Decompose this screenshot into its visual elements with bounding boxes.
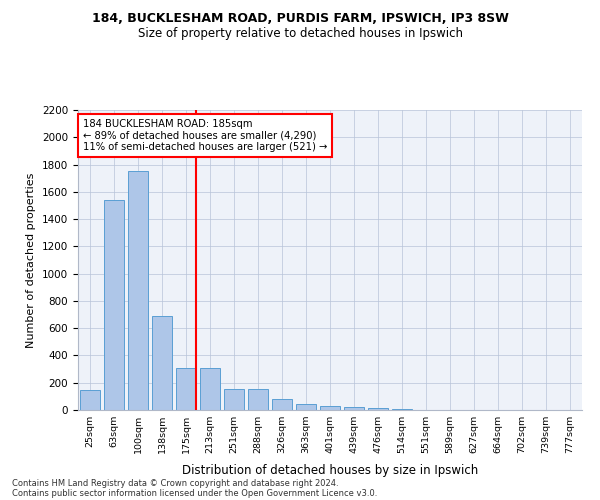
Bar [368, 408, 388, 410]
Bar [80, 390, 100, 410]
Text: Contains HM Land Registry data © Crown copyright and database right 2024.: Contains HM Land Registry data © Crown c… [12, 478, 338, 488]
Text: Size of property relative to detached houses in Ipswich: Size of property relative to detached ho… [137, 28, 463, 40]
Bar [176, 368, 196, 410]
Bar [248, 389, 268, 410]
Bar [224, 389, 244, 410]
Bar [200, 368, 220, 410]
Bar [320, 406, 340, 410]
Bar [272, 399, 292, 410]
Y-axis label: Number of detached properties: Number of detached properties [26, 172, 37, 348]
Bar [152, 316, 172, 410]
Text: 184, BUCKLESHAM ROAD, PURDIS FARM, IPSWICH, IP3 8SW: 184, BUCKLESHAM ROAD, PURDIS FARM, IPSWI… [92, 12, 508, 26]
Bar [296, 404, 316, 410]
Text: 184 BUCKLESHAM ROAD: 185sqm
← 89% of detached houses are smaller (4,290)
11% of : 184 BUCKLESHAM ROAD: 185sqm ← 89% of det… [83, 119, 328, 152]
Bar [128, 172, 148, 410]
Bar [104, 200, 124, 410]
Bar [344, 408, 364, 410]
X-axis label: Distribution of detached houses by size in Ipswich: Distribution of detached houses by size … [182, 464, 478, 477]
Text: Contains public sector information licensed under the Open Government Licence v3: Contains public sector information licen… [12, 488, 377, 498]
